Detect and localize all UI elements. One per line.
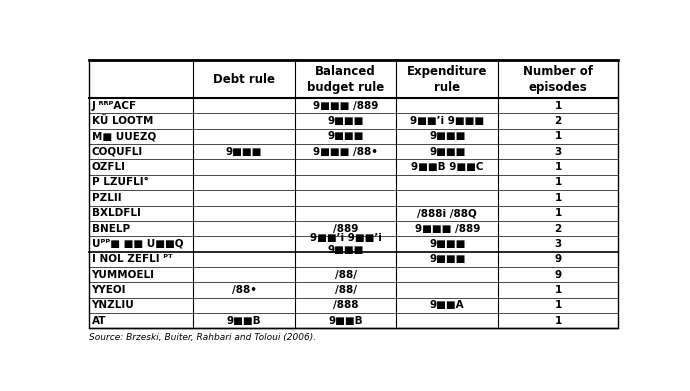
Text: 9■■■: 9■■■	[429, 254, 465, 264]
Text: 9■■■ /889: 9■■■ /889	[313, 100, 378, 111]
Text: /88/: /88/	[335, 270, 357, 280]
Text: 3: 3	[555, 239, 562, 249]
Text: 9■■A: 9■■A	[430, 300, 464, 310]
Text: 9■■■: 9■■■	[328, 116, 364, 126]
Text: 1: 1	[555, 193, 562, 203]
Text: J ᴿᴿᴾACF: J ᴿᴿᴾACF	[92, 100, 137, 111]
Text: Balanced
budget rule: Balanced budget rule	[307, 65, 384, 94]
Text: 9: 9	[555, 254, 562, 264]
Text: OZFLI: OZFLI	[92, 162, 126, 172]
Text: 9■■■: 9■■■	[429, 239, 465, 249]
Text: YUMMOELI: YUMMOELI	[92, 270, 155, 280]
Text: 9■■’i 9■■’i
9■■■: 9■■’i 9■■’i 9■■■	[310, 233, 382, 255]
Text: 9: 9	[555, 270, 562, 280]
Text: 1: 1	[555, 100, 562, 111]
Text: BNELP: BNELP	[92, 224, 130, 233]
Text: Number of
episodes: Number of episodes	[523, 65, 593, 94]
Text: Debt rule: Debt rule	[213, 73, 275, 86]
Text: 1: 1	[555, 208, 562, 218]
Text: 1: 1	[555, 162, 562, 172]
Text: YYEOI: YYEOI	[92, 285, 126, 295]
Text: AT: AT	[92, 316, 106, 326]
Text: COQUFLI: COQUFLI	[92, 147, 143, 157]
Text: YNZLIU: YNZLIU	[92, 300, 135, 310]
Text: 9■■■: 9■■■	[429, 131, 465, 142]
Text: 1: 1	[555, 285, 562, 295]
Text: 1: 1	[555, 300, 562, 310]
Text: 9■■’i 9■■■: 9■■’i 9■■■	[410, 116, 484, 126]
Text: BXLDFLI: BXLDFLI	[92, 208, 141, 218]
Text: 9■■■ /88•: 9■■■ /88•	[313, 147, 378, 157]
Text: Uᴾᴾ■ ■■ U■■Q: Uᴾᴾ■ ■■ U■■Q	[92, 239, 183, 249]
Text: 9■■B: 9■■B	[227, 316, 262, 326]
Text: /88•: /88•	[232, 285, 257, 295]
Text: M■ UUEZQ: M■ UUEZQ	[92, 131, 156, 142]
Text: 2: 2	[555, 116, 562, 126]
Text: 9■■■: 9■■■	[429, 147, 465, 157]
Text: 9■■■: 9■■■	[226, 147, 262, 157]
Bar	[89, 61, 618, 328]
Text: Source: Brzeski, Buiter, Rahbari and Toloui (2006).: Source: Brzeski, Buiter, Rahbari and Tol…	[89, 333, 316, 342]
Text: 1: 1	[555, 131, 562, 142]
Text: 9■■■ /889: 9■■■ /889	[415, 224, 480, 233]
Text: 9■■B: 9■■B	[328, 316, 363, 326]
Text: /888i /88Q: /888i /88Q	[417, 208, 477, 218]
Text: /88/: /88/	[335, 285, 357, 295]
Text: /889: /889	[333, 224, 358, 233]
Text: KÜ LOOTM: KÜ LOOTM	[92, 116, 153, 126]
Text: 2: 2	[555, 224, 562, 233]
Text: 9■■■: 9■■■	[328, 131, 364, 142]
Text: PZLII: PZLII	[92, 193, 121, 203]
Text: P LZUFLI°: P LZUFLI°	[92, 178, 148, 187]
Text: Expenditure
rule: Expenditure rule	[407, 65, 487, 94]
Text: 1: 1	[555, 316, 562, 326]
Text: /888: /888	[333, 300, 358, 310]
Text: I NOL ZEFLI ᴾᵀ: I NOL ZEFLI ᴾᵀ	[92, 254, 172, 264]
Text: 3: 3	[555, 147, 562, 157]
Text: 1: 1	[555, 178, 562, 187]
Text: 9■■B 9■■C: 9■■B 9■■C	[411, 162, 484, 172]
